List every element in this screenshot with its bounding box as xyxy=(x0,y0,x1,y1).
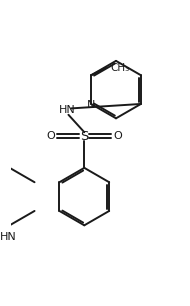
Text: CH₃: CH₃ xyxy=(110,63,130,73)
Text: HN: HN xyxy=(0,232,17,242)
Text: O: O xyxy=(46,131,55,141)
Text: N: N xyxy=(87,100,95,110)
Text: O: O xyxy=(114,131,122,141)
Text: HN: HN xyxy=(59,105,76,115)
Text: S: S xyxy=(80,130,89,143)
